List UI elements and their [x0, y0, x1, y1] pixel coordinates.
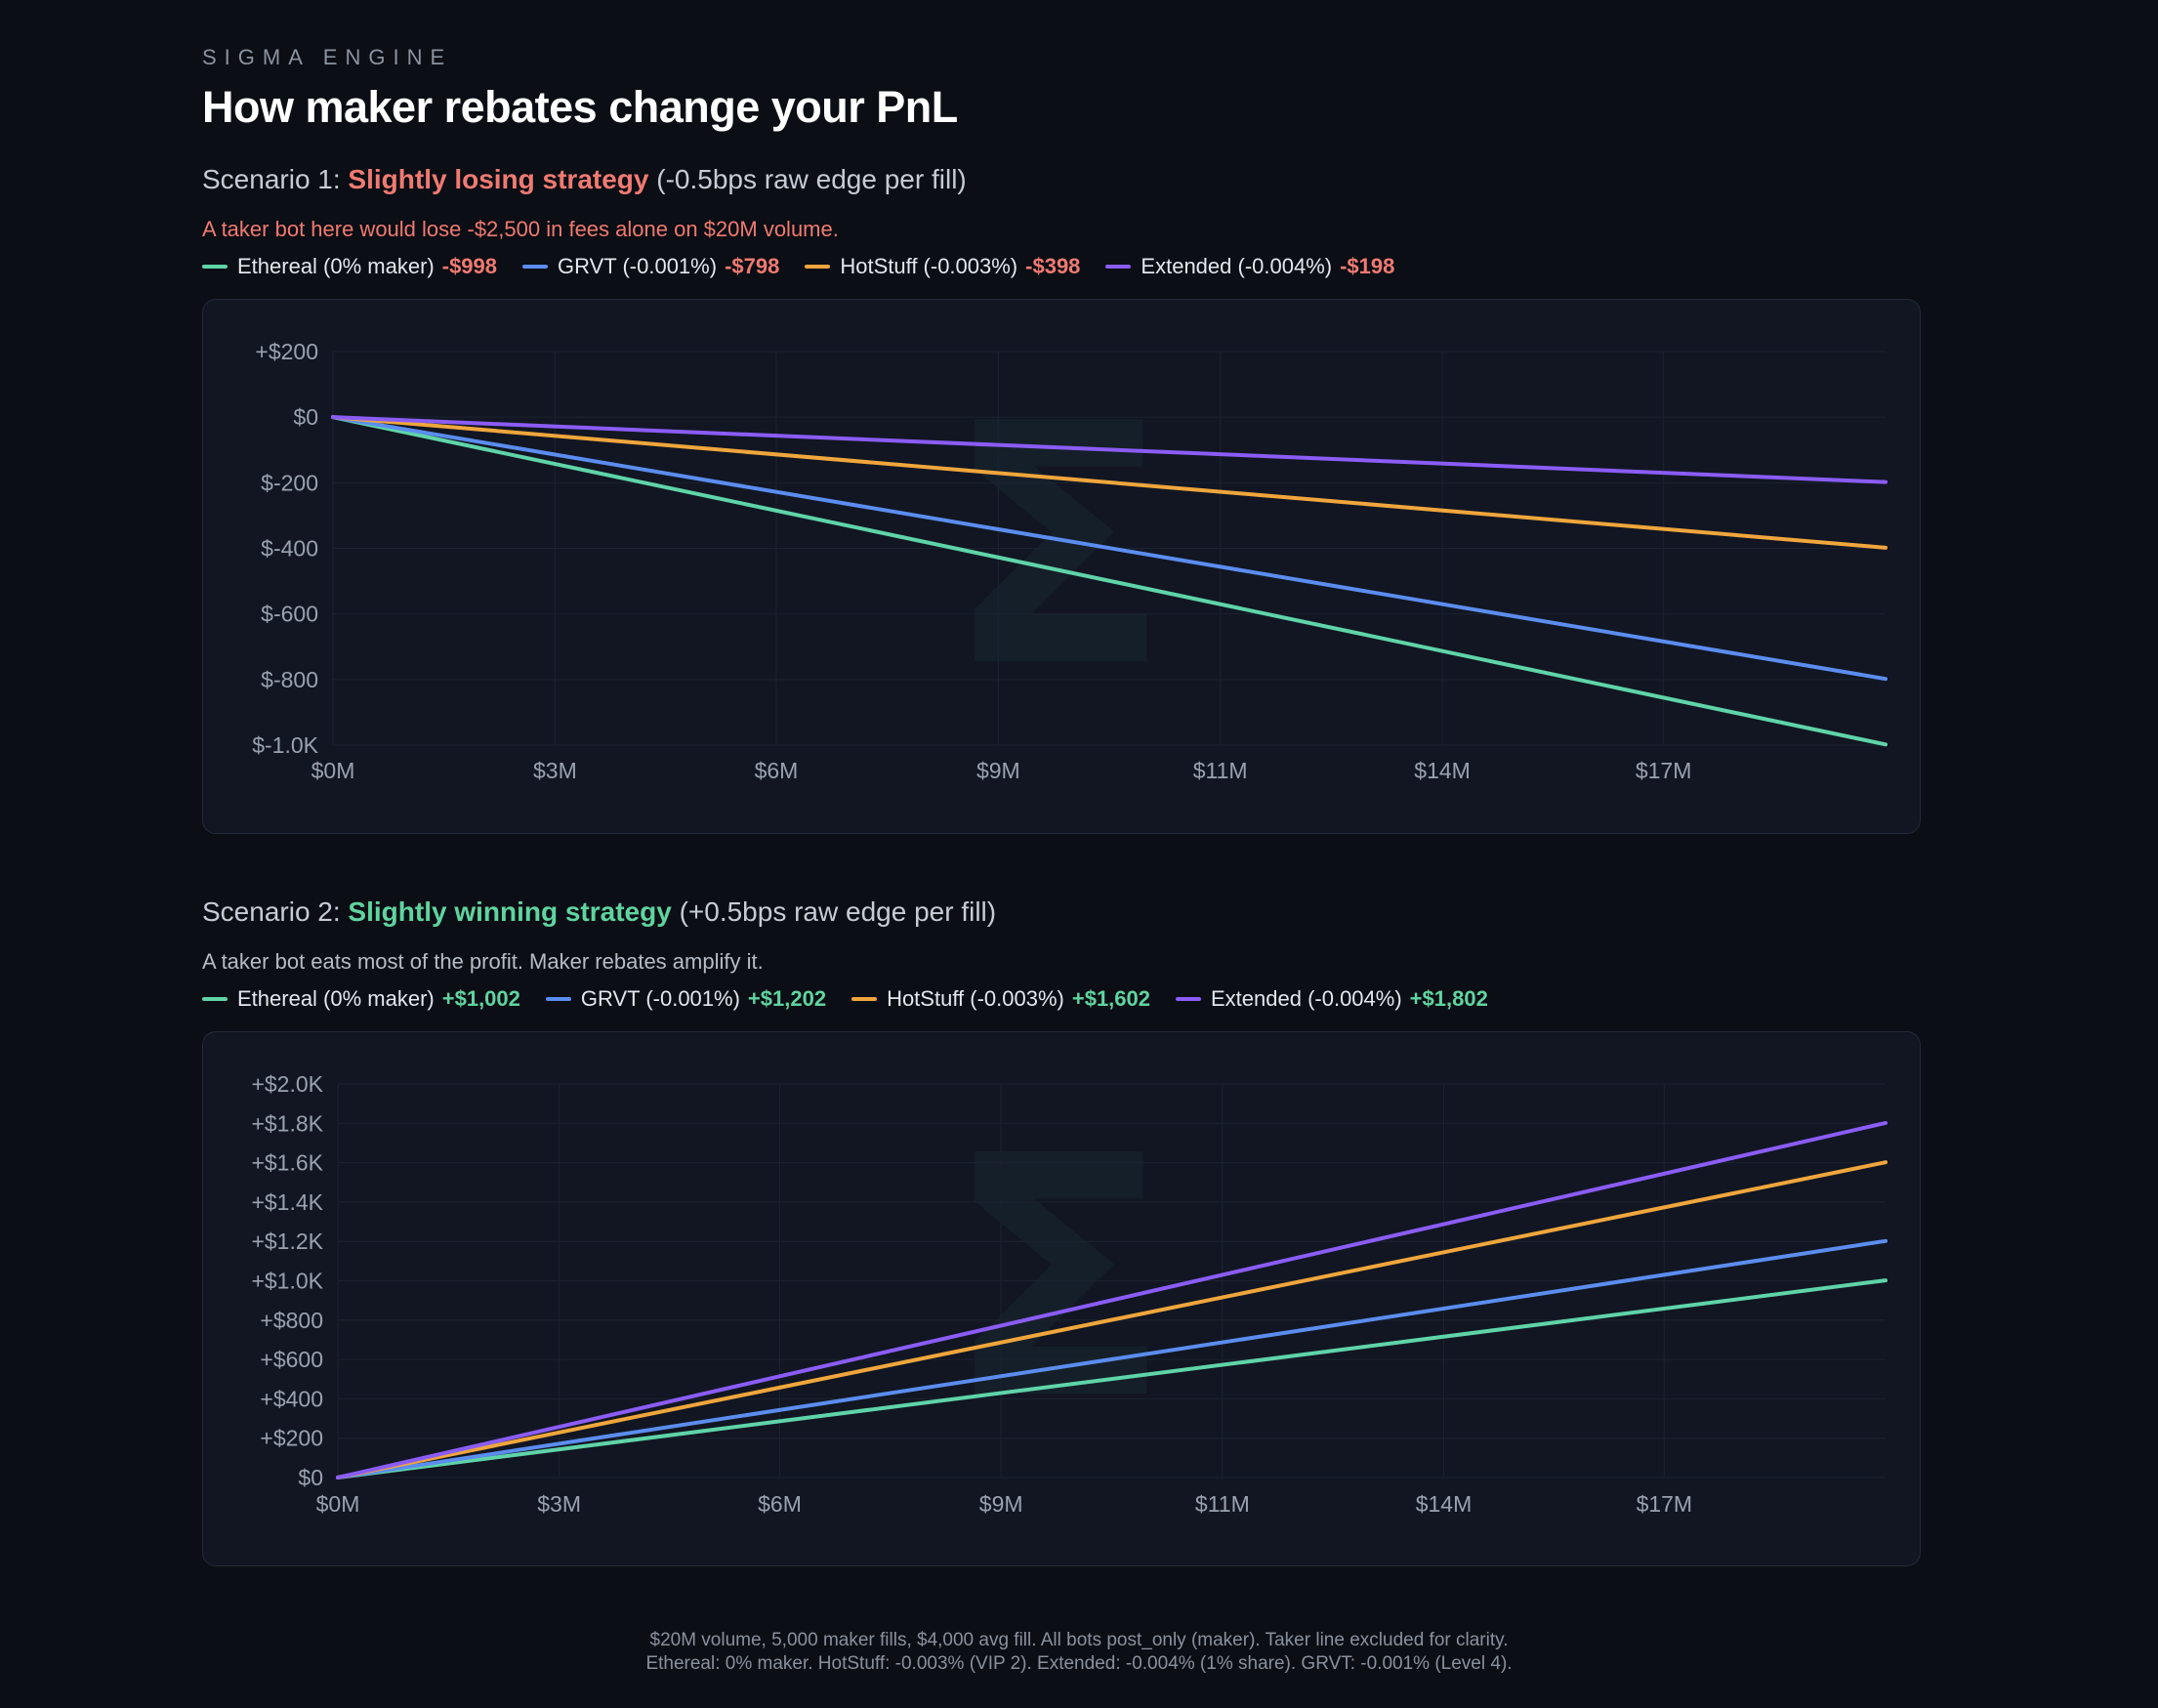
x-tick-label: $14M: [1416, 1491, 1473, 1517]
y-tick-label: $-1.0K: [252, 732, 318, 758]
scenario-1-title: Scenario 1: Slightly losing strategy (-0…: [202, 164, 1921, 195]
legend-swatch: [851, 997, 878, 1001]
legend-swatch: [545, 997, 571, 1001]
legend-item-grvt: GRVT (-0.001%) -$798: [522, 254, 779, 279]
legend-label: Extended (-0.004%): [1141, 254, 1333, 278]
x-tick-label: $6M: [755, 758, 799, 783]
scenario-2-note: A taker bot eats most of the profit. Mak…: [202, 949, 764, 974]
legend-label: HotStuff (-0.003%): [840, 254, 1018, 278]
legend-label: HotStuff (-0.003%): [887, 986, 1064, 1011]
scenario-1-chart: Σ +$200 $0 $-200 $-400 $-600 $-800 $-1.0K $0M $3M…: [202, 299, 1921, 834]
series-line-hotstuff: [331, 415, 1888, 550]
y-tick-label: +$800: [260, 1308, 323, 1333]
legend-item-hotstuff: HotStuff (-0.003%) -$398: [805, 254, 1080, 279]
scenario-2-legend: Ethereal (0% maker) +$1,002 GRVT (-0.001…: [202, 984, 1921, 1014]
legend-label: Ethereal (0% maker): [237, 254, 435, 278]
scenario-2-prefix: Scenario 2:: [202, 896, 341, 927]
series-line-ethereal: [331, 415, 1888, 747]
series-line-extended: [336, 1120, 1888, 1479]
scenario-2-suffix: (+0.5bps raw edge per fill): [679, 896, 997, 927]
brand-label: SIGMA ENGINE: [202, 45, 453, 69]
scenario-1-suffix: (-0.5bps raw edge per fill): [656, 164, 967, 194]
page-title: How maker rebates change your PnL: [202, 82, 958, 132]
scenario-2-title: Scenario 2: Slightly winning strategy (+…: [202, 896, 1921, 928]
legend-item-extended: Extended (-0.004%) -$198: [1105, 254, 1394, 279]
scenario-1-prefix: Scenario 1:: [202, 164, 341, 194]
y-tick-label: +$2.0K: [251, 1071, 323, 1097]
legend-value: -$798: [725, 254, 780, 278]
grid: [332, 351, 1886, 746]
x-tick-label: $0M: [316, 1491, 360, 1517]
legend-swatch: [1176, 997, 1201, 1001]
legend-label: Extended (-0.004%): [1211, 986, 1402, 1011]
legend-swatch: [202, 997, 228, 1001]
scenario-1-note: A taker bot here would lose -$2,500 in f…: [202, 217, 839, 241]
x-tick-label: $3M: [533, 758, 577, 783]
legend-item-ethereal: Ethereal (0% maker) -$998: [202, 254, 497, 279]
legend-value: +$1,202: [747, 986, 827, 1011]
x-tick-label: $3M: [537, 1491, 581, 1517]
legend-value: +$1,002: [441, 986, 520, 1011]
y-tick-label: $-600: [261, 602, 318, 627]
y-tick-label: +$1.6K: [251, 1150, 323, 1176]
series-line-ethereal: [336, 1278, 1888, 1479]
legend-label: Ethereal (0% maker): [237, 986, 435, 1011]
legend-swatch: [1105, 265, 1132, 269]
x-tick-label: $11M: [1193, 758, 1248, 783]
scenario-1-legend: Ethereal (0% maker) -$998 GRVT (-0.001%)…: [202, 252, 1921, 281]
y-tick-label: +$200: [255, 339, 318, 364]
scenario-2-highlight: Slightly winning strategy: [348, 896, 672, 927]
x-tick-label: $6M: [758, 1491, 802, 1517]
legend-value: -$198: [1340, 254, 1395, 278]
footer-note: $20M volume, 5,000 maker fills, $4,000 a…: [0, 1629, 2158, 1676]
y-tick-label: $-400: [261, 536, 318, 562]
y-tick-label: +$200: [260, 1426, 323, 1451]
y-tick-label: +$1.0K: [251, 1269, 323, 1294]
y-tick-label: $0: [293, 404, 318, 430]
legend-value: -$398: [1025, 254, 1081, 278]
x-tick-label: $9M: [976, 758, 1020, 783]
legend-label: GRVT (-0.001%): [580, 986, 740, 1011]
x-tick-label: $17M: [1636, 758, 1692, 783]
series-line-hotstuff: [336, 1160, 1888, 1479]
legend-swatch: [202, 265, 228, 269]
scenario-1-chart-svg: Σ +$200 $0 $-200 $-400 $-600 $-800 $-1.0K$0M $3M…: [252, 339, 1888, 783]
sigma-watermark-icon: Σ: [944, 1086, 1171, 1473]
footer-line-1: $20M volume, 5,000 maker fills, $4,000 a…: [649, 1630, 1509, 1650]
legend-swatch: [805, 265, 831, 269]
x-tick-label: $17M: [1637, 1491, 1693, 1517]
scenario-2-header: Scenario 2: Slightly winning strategy (+…: [202, 896, 1921, 1014]
x-tick-label: $0M: [311, 758, 355, 783]
scenario-2-chart-svg: Σ +$2.0K +$1.8K +$1.6K +$1.4K +$1.2K +$1.0K +$8…: [251, 1071, 1888, 1517]
y-tick-label: $0: [298, 1465, 323, 1490]
scenario-1-highlight: Slightly losing strategy: [348, 164, 649, 194]
scenario-1-header: Scenario 1: Slightly losing strategy (-0…: [202, 164, 1921, 281]
y-tick-label: +$400: [260, 1386, 323, 1411]
legend-label: GRVT (-0.001%): [558, 254, 718, 278]
y-tick-label: +$1.2K: [251, 1229, 323, 1254]
legend-value: -$998: [441, 254, 498, 278]
legend-item-ethereal: Ethereal (0% maker) +$1,002: [202, 986, 520, 1012]
series-line-grvt: [331, 415, 1888, 682]
y-tick-label: $-800: [261, 667, 318, 692]
legend-value: +$1,602: [1071, 986, 1150, 1011]
y-tick-label: +$600: [260, 1347, 323, 1372]
series-line-extended: [331, 415, 1888, 484]
legend-value: +$1,802: [1409, 986, 1488, 1011]
sigma-watermark-icon: Σ: [944, 354, 1171, 740]
legend-item-extended: Extended (-0.004%) +$1,802: [1176, 986, 1488, 1012]
x-tick-label: $11M: [1195, 1491, 1250, 1517]
y-tick-label: +$1.4K: [251, 1189, 323, 1215]
x-tick-label: $9M: [979, 1491, 1023, 1517]
legend-item-hotstuff: HotStuff (-0.003%) +$1,602: [851, 986, 1150, 1012]
legend-item-grvt: GRVT (-0.001%) +$1,202: [545, 986, 827, 1012]
footer-line-2: Ethereal: 0% maker. HotStuff: -0.003% (V…: [645, 1653, 1513, 1674]
x-tick-label: $14M: [1414, 758, 1471, 783]
series-line-grvt: [336, 1238, 1888, 1479]
y-tick-label: $-200: [261, 470, 318, 495]
scenario-2-chart: Σ +$2.0K +$1.8K +$1.6K +$1.4K +$1.2K +$1.0K +$8…: [202, 1031, 1921, 1566]
legend-swatch: [522, 265, 549, 269]
y-tick-label: +$1.8K: [251, 1110, 323, 1136]
